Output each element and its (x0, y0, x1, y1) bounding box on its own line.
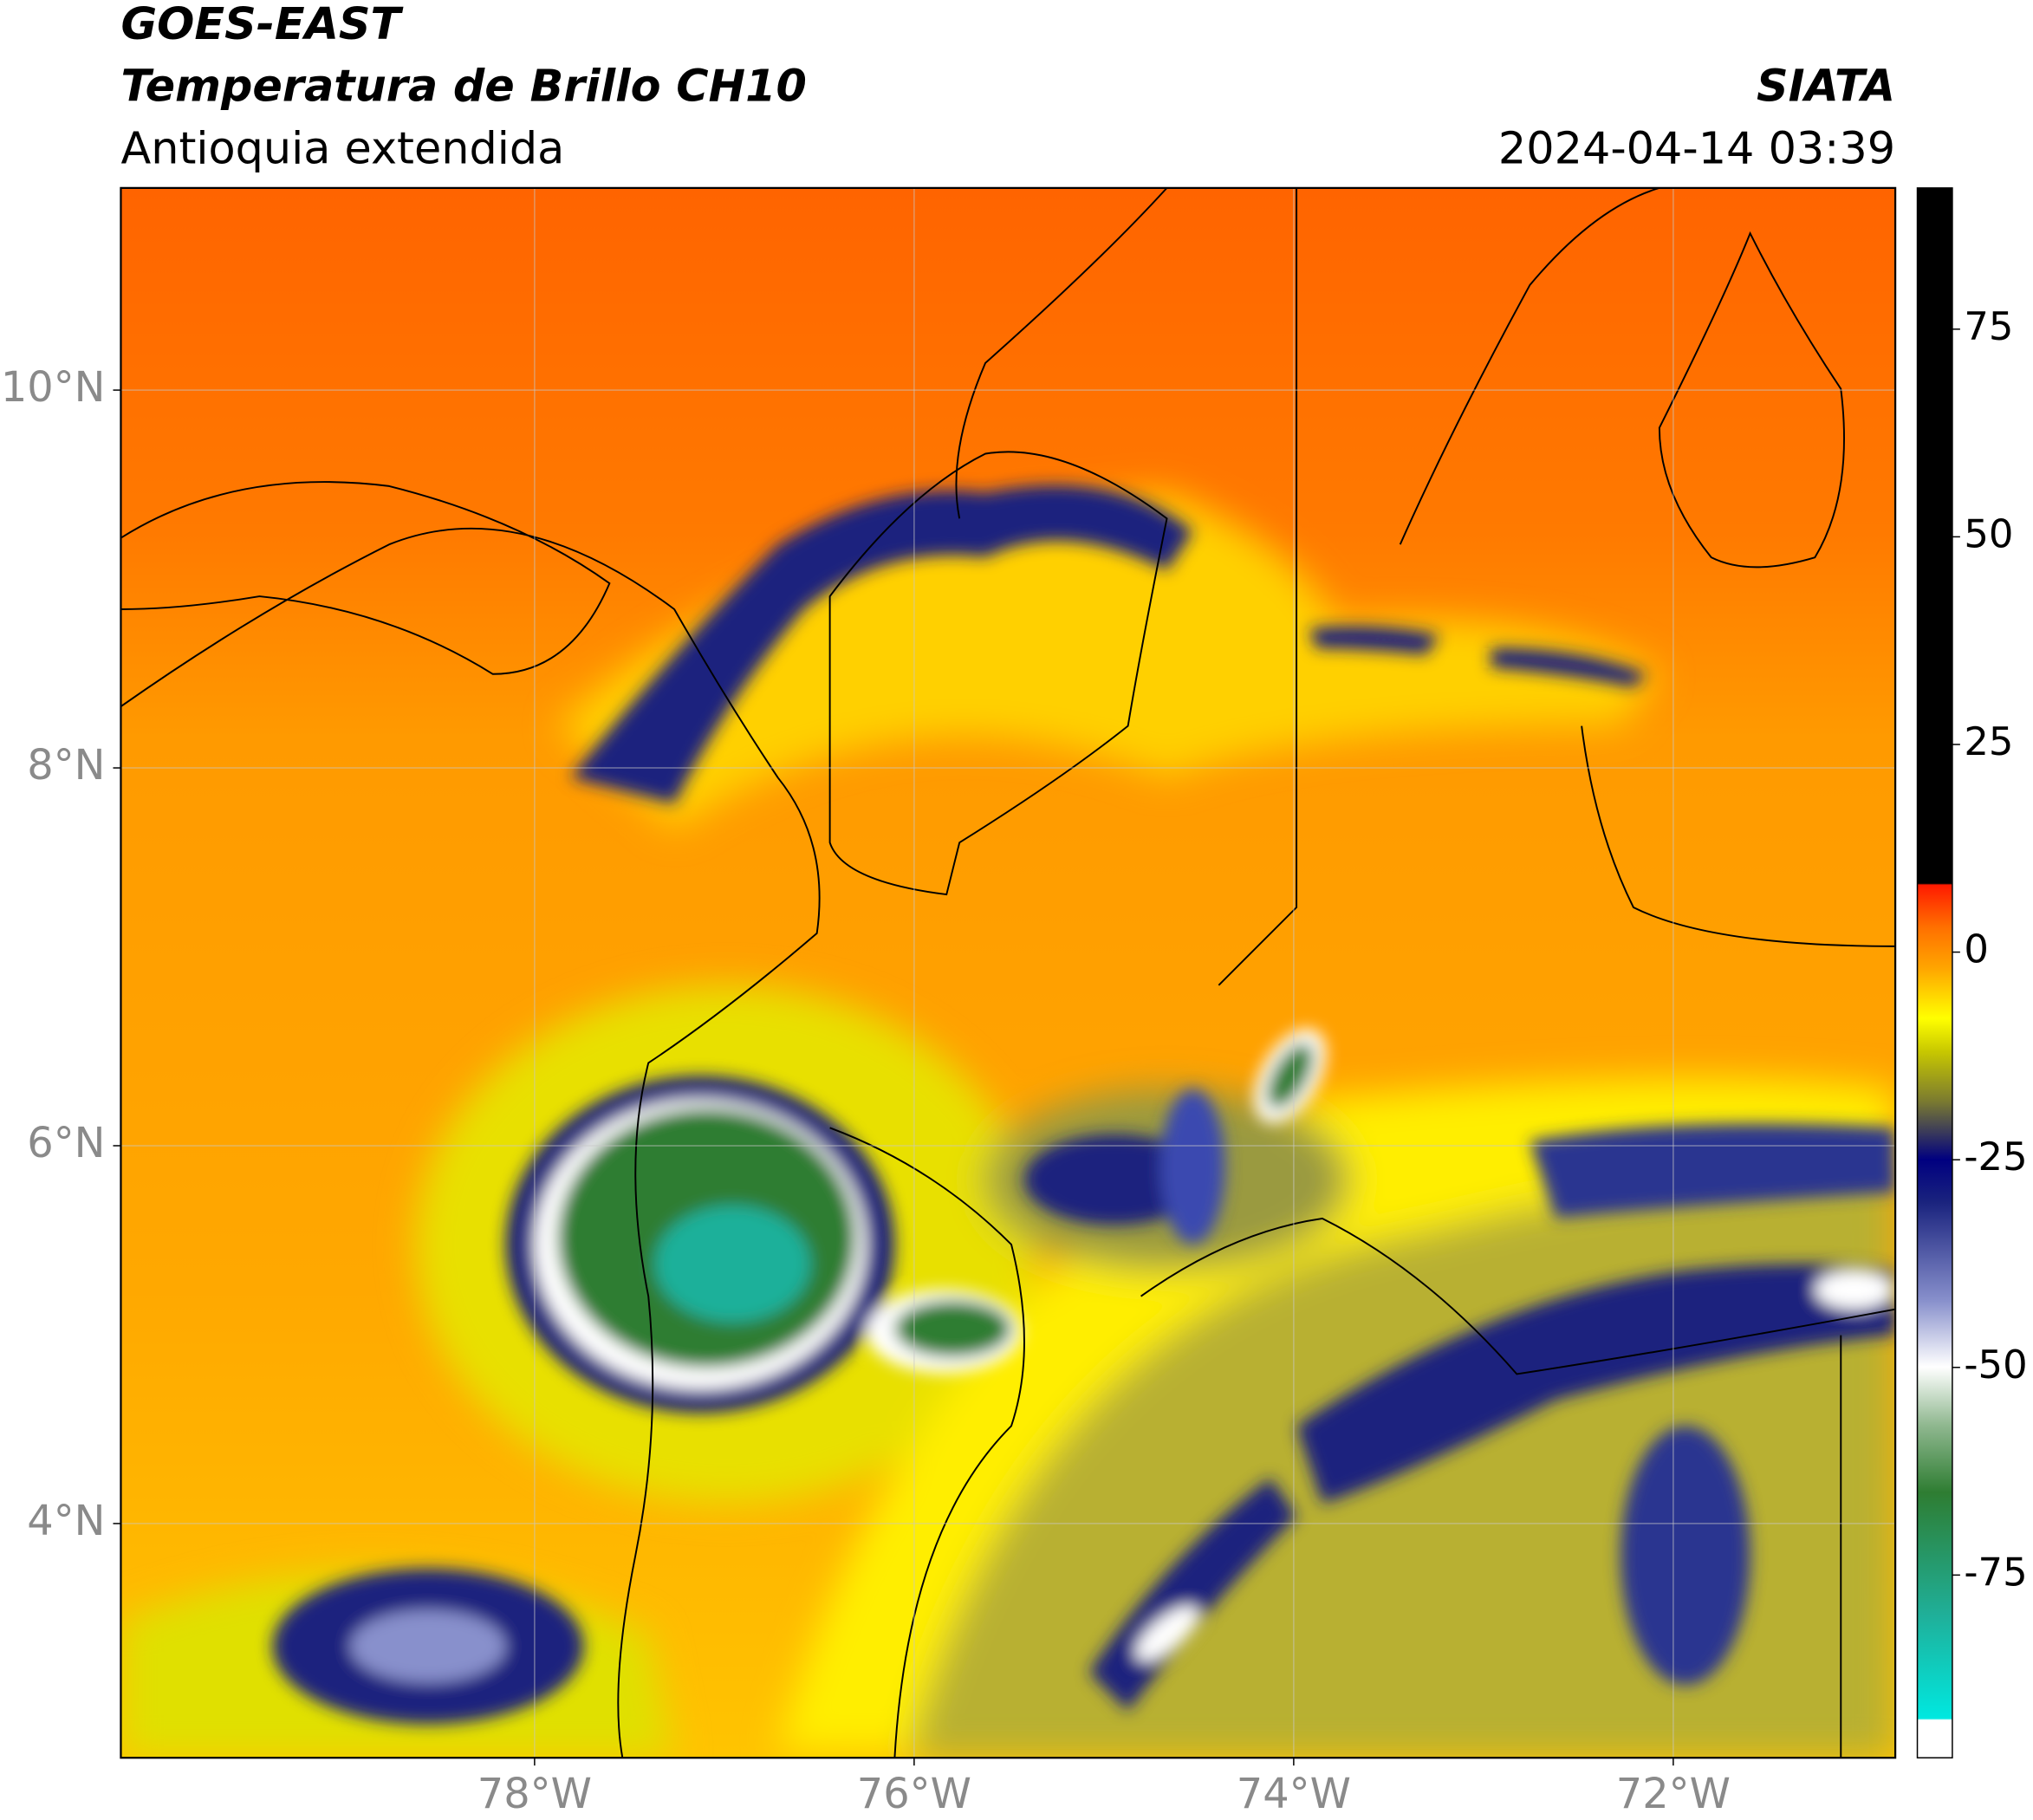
y-tick-label: 6°N (27, 1120, 105, 1167)
source: SIATA (1757, 61, 1895, 112)
colorbar-tick-label: -75 (1964, 1549, 2027, 1595)
colorbar-tick-label: 75 (1964, 303, 2013, 349)
x-tick-label: 78°W (477, 1771, 592, 1818)
colorbar-tick-label: -25 (1964, 1134, 2027, 1180)
map-frame (120, 186, 1897, 1759)
colorbar-tick-label: 0 (1964, 926, 1989, 972)
y-tick-label: 10°N (1, 364, 106, 412)
title: GOES-EAST (120, 0, 404, 49)
colorbar-tick-label: -50 (1964, 1342, 2027, 1388)
y-tick-label: 4°N (27, 1498, 105, 1545)
colorbar-tick-label: 25 (1964, 718, 2013, 764)
region: Antioquia extendida (120, 122, 564, 173)
x-tick-label: 76°W (857, 1771, 971, 1818)
grid (120, 187, 1896, 1758)
x-tick-label: 74°W (1237, 1771, 1351, 1818)
colorbar (1916, 187, 1953, 1758)
colorbar-tick-label: 50 (1964, 510, 2013, 556)
y-tick-label: 8°N (27, 742, 105, 790)
x-tick-label: 72°W (1616, 1771, 1731, 1818)
timestamp: 2024-04-14 03:39 (1498, 122, 1895, 173)
subtitle: Temperatura de Brillo CH10 (120, 61, 806, 112)
satellite-image (120, 187, 1896, 1758)
